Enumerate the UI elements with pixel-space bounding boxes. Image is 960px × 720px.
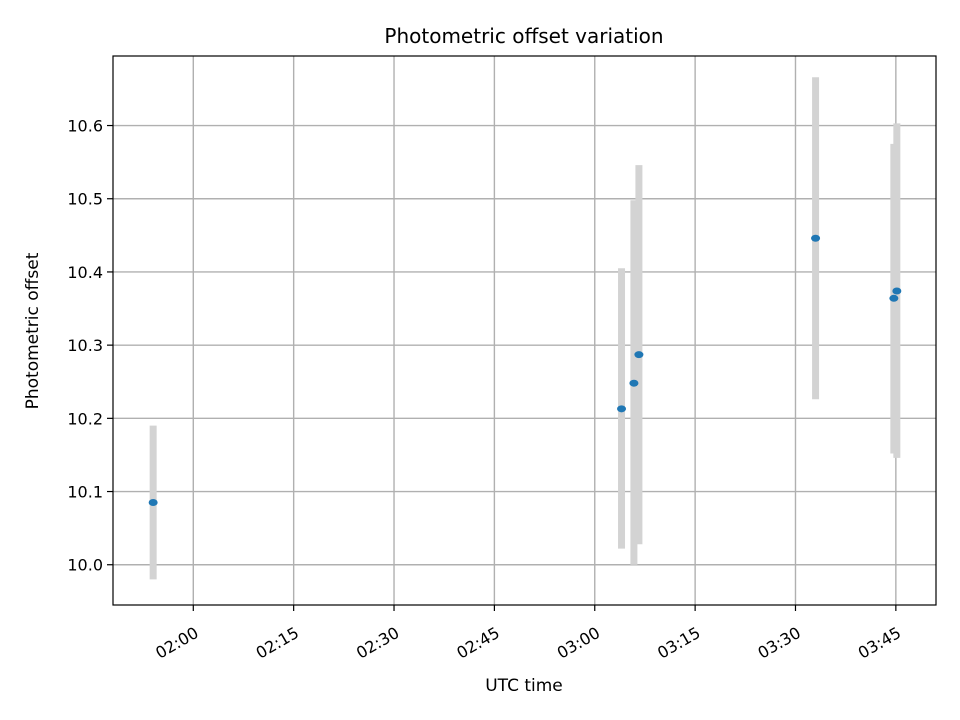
errorbars xyxy=(149,77,901,580)
x-tick-label: 02:30 xyxy=(353,623,402,663)
x-tick-label: 03:00 xyxy=(554,623,603,663)
x-tick-label: 02:45 xyxy=(453,623,502,663)
data-points xyxy=(148,234,902,507)
data-point xyxy=(634,351,644,359)
grid xyxy=(113,56,936,605)
x-axis-label: UTC time xyxy=(485,676,563,696)
data-point xyxy=(617,405,627,413)
x-tick-label: 03:15 xyxy=(654,623,703,663)
y-tick-label: 10.1 xyxy=(67,483,103,502)
chart-title: Photometric offset variation xyxy=(384,24,663,48)
x-tick-label: 03:30 xyxy=(754,623,803,663)
data-point xyxy=(629,379,639,387)
y-tick-label: 10.0 xyxy=(67,556,103,575)
x-tick-label: 03:45 xyxy=(855,623,904,663)
data-point xyxy=(811,234,821,242)
data-point xyxy=(892,287,902,295)
y-axis-label: Photometric offset xyxy=(23,252,43,409)
x-tick-label: 02:00 xyxy=(152,623,201,663)
y-tick-label: 10.3 xyxy=(67,336,103,355)
x-tick-label: 02:15 xyxy=(253,623,302,663)
data-point xyxy=(889,294,899,302)
x-axis-ticks: 02:00 02:15 02:30 02:45 03:00 03:15 03:30 03:45 xyxy=(152,605,904,663)
plot-area-frame xyxy=(112,55,937,606)
y-tick-label: 10.6 xyxy=(67,117,103,136)
y-tick-label: 10.5 xyxy=(67,190,103,209)
data-point xyxy=(148,499,158,507)
y-tick-label: 10.4 xyxy=(67,263,103,282)
y-tick-label: 10.2 xyxy=(67,409,103,428)
y-axis-ticks: 10.0 10.1 10.2 10.3 10.4 10.5 10.6 xyxy=(67,117,113,575)
